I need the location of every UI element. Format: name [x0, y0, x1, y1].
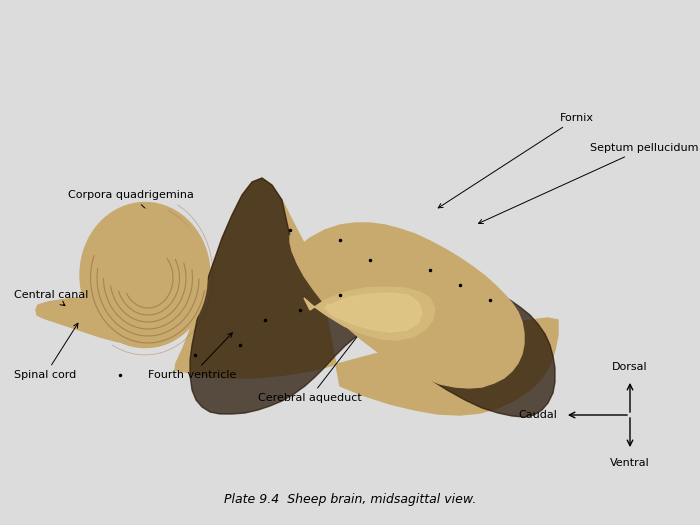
- Ellipse shape: [89, 209, 207, 347]
- Text: Caudal: Caudal: [518, 410, 557, 420]
- Polygon shape: [36, 296, 175, 345]
- Text: Fornix: Fornix: [438, 113, 594, 208]
- Text: Spinal cord: Spinal cord: [14, 323, 78, 380]
- Text: Cerebral aqueduct: Cerebral aqueduct: [258, 323, 368, 403]
- Polygon shape: [175, 178, 558, 415]
- Text: Fourth ventricle: Fourth ventricle: [148, 333, 237, 380]
- Polygon shape: [304, 287, 435, 340]
- Text: Ventral: Ventral: [610, 458, 650, 468]
- Text: Third ventricle: Third ventricle: [365, 271, 446, 305]
- Polygon shape: [190, 178, 555, 417]
- Text: Septum pellucidum: Septum pellucidum: [479, 143, 699, 224]
- Text: Plate 9.4  Sheep brain, midsagittal view.: Plate 9.4 Sheep brain, midsagittal view.: [224, 494, 476, 507]
- Polygon shape: [325, 293, 422, 332]
- Text: Dorsal: Dorsal: [612, 362, 648, 372]
- Polygon shape: [290, 223, 524, 388]
- Text: Central canal: Central canal: [14, 290, 88, 306]
- Ellipse shape: [80, 203, 210, 348]
- Text: Corpora quadrigemina: Corpora quadrigemina: [68, 190, 194, 253]
